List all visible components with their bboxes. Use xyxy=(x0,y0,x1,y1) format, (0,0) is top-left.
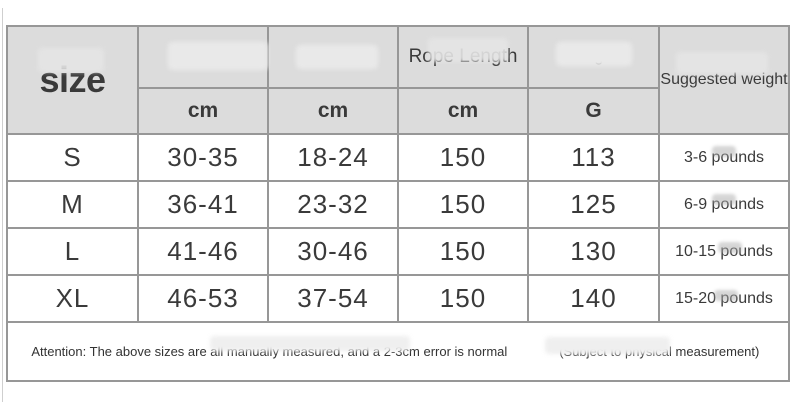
cell-weight: 125 xyxy=(527,180,660,229)
cell-size: XL xyxy=(6,274,139,323)
cell-bust: 41-46 xyxy=(137,227,269,276)
cell-suggested-weight: 6-9 pounds xyxy=(658,180,790,229)
cell-neck: 30-46 xyxy=(267,227,399,276)
unit-neck-cm: cm xyxy=(267,87,399,135)
header-size: size xyxy=(6,25,139,135)
unit-bust-cm: cm xyxy=(137,87,269,135)
cell-rope-length: 150 xyxy=(397,180,529,229)
cell-bust: 46-53 xyxy=(137,274,269,323)
header-row-units: cm cm cm G xyxy=(7,87,789,135)
cell-weight: 140 xyxy=(527,274,660,323)
table-row-l: L 41-46 30-46 150 130 10-15 pounds xyxy=(6,227,790,276)
cell-neck: 37-54 xyxy=(267,274,399,323)
cell-bust: 30-35 xyxy=(137,133,269,182)
header-bust: bust xyxy=(137,25,269,89)
unit-rope-cm: cm xyxy=(397,87,529,135)
attention-note: Attention: The above sizes are all manua… xyxy=(31,344,508,359)
size-chart-table: size bust NECK Rope Length weight Sugges… xyxy=(6,25,790,382)
table-row-s: S 30-35 18-24 150 113 3-6 pounds xyxy=(6,133,790,182)
cell-size: L xyxy=(6,227,139,276)
header-neck: NECK xyxy=(267,25,399,89)
cell-suggested-weight: 15-20 pounds xyxy=(658,274,790,323)
table-row-xl: XL 46-53 37-54 150 140 15-20 pounds xyxy=(6,274,790,323)
header-weight: weight xyxy=(527,25,660,89)
cell-rope-length: 150 xyxy=(397,227,529,276)
left-edge-artifact-line xyxy=(2,8,3,402)
cell-size: S xyxy=(6,133,139,182)
header-suggested-weight: Suggested weight xyxy=(658,25,790,135)
cell-suggested-weight: 3-6 pounds xyxy=(658,133,790,182)
cell-neck: 23-32 xyxy=(267,180,399,229)
cell-rope-length: 150 xyxy=(397,274,529,323)
header-row-labels: size bust NECK Rope Length weight Sugges… xyxy=(6,25,790,135)
unit-weight-g: G xyxy=(527,87,660,135)
footer-cell: Attention: The above sizes are all manua… xyxy=(6,321,790,382)
cell-weight: 113 xyxy=(527,133,660,182)
table-footer: Attention: The above sizes are all manua… xyxy=(6,321,790,382)
table-body: S 30-35 18-24 150 113 3-6 pounds M 36-41… xyxy=(6,133,790,323)
subject-note: (Subject to physical measurement) xyxy=(559,344,760,359)
cell-weight: 130 xyxy=(527,227,660,276)
cell-suggested-weight: 10-15 pounds xyxy=(658,227,790,276)
table-row-m: M 36-41 23-32 150 125 6-9 pounds xyxy=(6,180,790,229)
cell-rope-length: 150 xyxy=(397,133,529,182)
cell-neck: 18-24 xyxy=(267,133,399,182)
table-header: size bust NECK Rope Length weight Sugges… xyxy=(6,25,790,135)
cell-size: M xyxy=(6,180,139,229)
header-rope-length: Rope Length xyxy=(397,25,529,89)
footer-row: Attention: The above sizes are all manua… xyxy=(6,321,790,382)
cell-bust: 36-41 xyxy=(137,180,269,229)
